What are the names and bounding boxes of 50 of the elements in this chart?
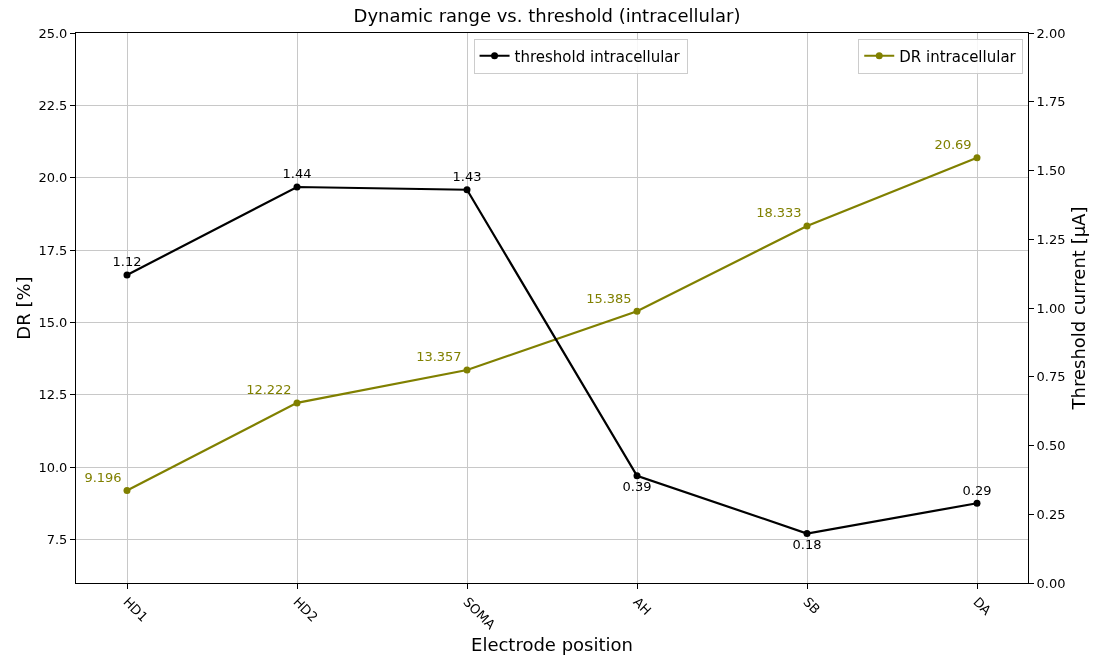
y-tick-label: 15.0 — [38, 315, 68, 331]
x-tick-label: AH — [630, 594, 655, 619]
y-axis-title: DR [%] — [13, 276, 34, 340]
y-tick-label: 12.5 — [38, 387, 68, 403]
point — [123, 271, 131, 279]
legend-label: DR intracellular — [899, 47, 1017, 66]
y2-tick-label: 0.00 — [1036, 575, 1066, 591]
x-axis-title: Electrode position — [471, 634, 633, 656]
y-tick-label: 22.5 — [38, 97, 68, 113]
data-label: 1.44 — [282, 166, 312, 182]
x-tick-label: SB — [800, 594, 824, 617]
point — [803, 530, 811, 537]
data-label: 15.385 — [586, 290, 632, 306]
data-label: 0.29 — [962, 482, 992, 498]
y2-tick-label: 0.25 — [1036, 506, 1066, 522]
y2-tick-label: 0.50 — [1036, 438, 1066, 454]
x-tick-label: DA — [970, 594, 995, 619]
point — [463, 366, 471, 374]
data-label: 1.12 — [112, 254, 142, 270]
y2-tick-label: 1.00 — [1036, 300, 1066, 316]
chart-title: Dynamic range vs. threshold (intracellular) — [353, 5, 741, 27]
point — [973, 154, 981, 162]
data-label: 9.196 — [84, 469, 122, 485]
data-label: 0.18 — [792, 536, 822, 552]
point — [973, 499, 981, 507]
point — [293, 399, 301, 407]
point — [463, 186, 471, 194]
y-tick-label: 20.0 — [38, 170, 68, 186]
y2-tick-label: 2.00 — [1036, 25, 1066, 41]
y-tick-label: 17.5 — [38, 242, 68, 258]
legend-label: threshold intracellular — [514, 47, 681, 66]
y-tick-label: 25.0 — [38, 25, 68, 41]
point — [123, 486, 131, 494]
data-label: 13.357 — [416, 349, 462, 365]
point — [633, 472, 641, 480]
point — [293, 183, 301, 191]
y-tick-label: 7.5 — [46, 532, 68, 548]
y2-tick-label: 1.50 — [1036, 163, 1066, 179]
data-label: 20.69 — [934, 137, 972, 153]
y2-tick-label: 1.25 — [1036, 231, 1066, 247]
data-label: 12.222 — [246, 382, 292, 398]
data-label: 0.39 — [622, 478, 652, 494]
point — [633, 307, 641, 315]
data-label: 1.43 — [452, 169, 482, 185]
data-label: 18.333 — [756, 205, 802, 221]
y2-tick-label: 1.75 — [1036, 94, 1066, 110]
point — [803, 222, 811, 230]
y2-tick-label: 0.75 — [1036, 369, 1066, 385]
y-tick-label: 10.0 — [38, 459, 68, 475]
y2-axis-title: Threshold current [µA] — [1067, 206, 1089, 411]
